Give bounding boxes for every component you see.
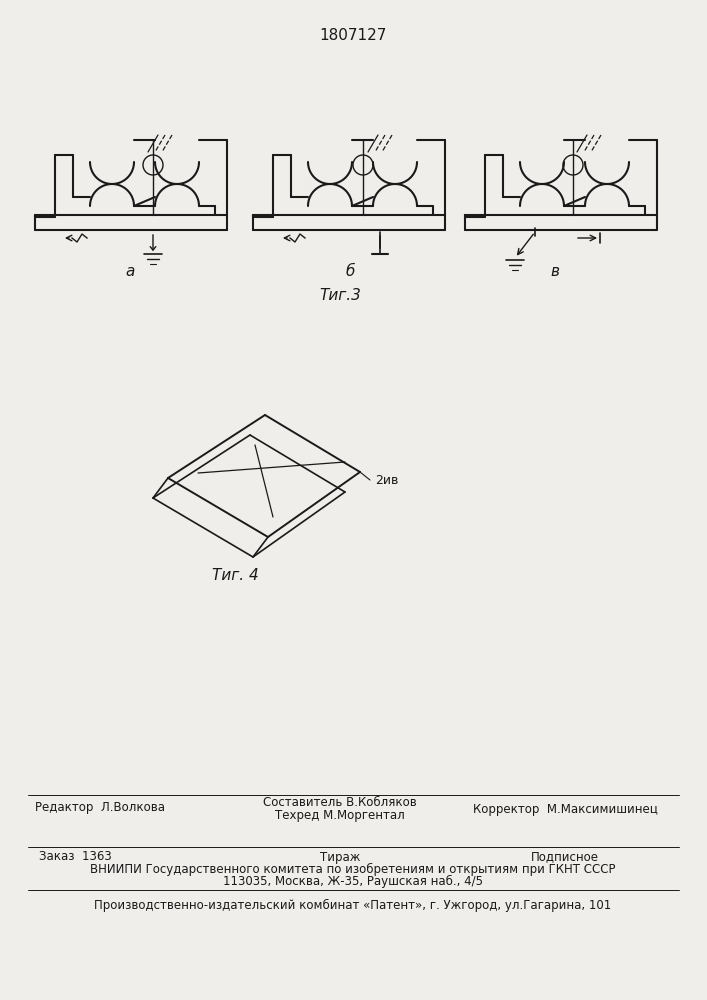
Text: в: в <box>551 264 559 279</box>
Text: Τиг.3: Τиг.3 <box>319 288 361 302</box>
Text: 1807127: 1807127 <box>320 27 387 42</box>
Text: ВНИИПИ Государственного комитета по изобретениям и открытиям при ГКНТ СССР: ВНИИПИ Государственного комитета по изоб… <box>90 862 616 876</box>
Text: 113035, Москва, Ж-35, Раушская наб., 4/5: 113035, Москва, Ж-35, Раушская наб., 4/5 <box>223 874 483 888</box>
Text: a: a <box>125 264 135 279</box>
Text: Заказ  1363: Заказ 1363 <box>39 850 112 863</box>
Text: б: б <box>345 264 355 279</box>
Text: Τиг. 4: Τиг. 4 <box>211 568 258 582</box>
Text: Редактор  Л.Волкова: Редактор Л.Волкова <box>35 800 165 814</box>
Text: Составитель В.Кобляков: Составитель В.Кобляков <box>263 796 417 808</box>
Text: Техред М.Моргентал: Техред М.Моргентал <box>275 808 405 822</box>
Text: 2ив: 2ив <box>375 474 398 487</box>
Text: Тираж: Тираж <box>320 850 360 863</box>
Text: Подписное: Подписное <box>531 850 599 863</box>
Text: Производственно-издательский комбинат «Патент», г. Ужгород, ул.Гагарина, 101: Производственно-издательский комбинат «П… <box>94 898 612 912</box>
Text: Корректор  М.Максимишинец: Корректор М.Максимишинец <box>472 802 658 816</box>
